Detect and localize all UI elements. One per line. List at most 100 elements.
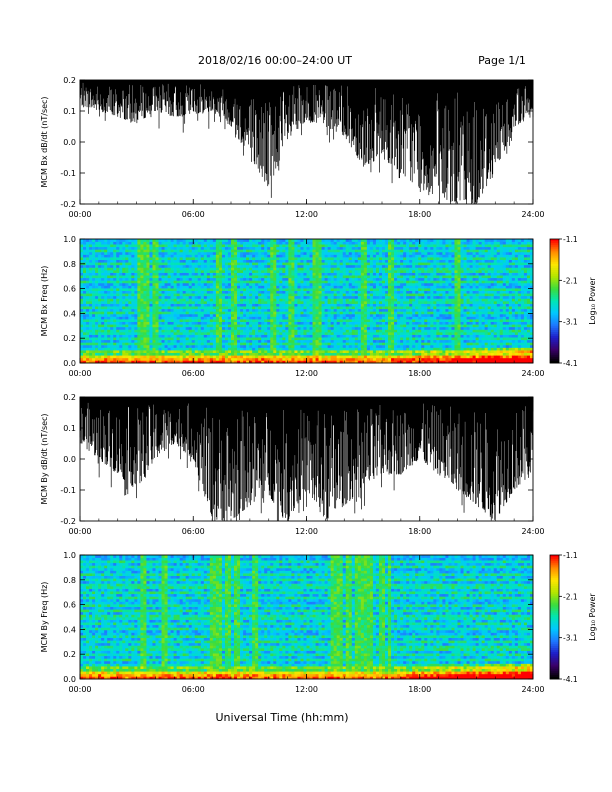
spectrogram-cell <box>186 252 189 255</box>
spectrogram-cell <box>385 301 388 304</box>
spectrogram-cell <box>382 247 385 250</box>
spectrogram-cell <box>146 267 149 270</box>
spectrogram-cell <box>249 293 252 296</box>
spectrogram-cell <box>125 335 128 338</box>
spectrogram-cell <box>334 247 337 250</box>
spectrogram-cell <box>367 273 370 276</box>
spectrogram-cell <box>216 314 219 317</box>
spectrogram-cell <box>89 262 92 265</box>
spectrogram-cell <box>159 350 162 353</box>
spectrogram-cell <box>219 348 222 351</box>
spectrogram-cell <box>137 270 140 273</box>
spectrogram-cell <box>313 244 316 247</box>
spectrogram-cell <box>107 314 110 317</box>
spectrogram-cell <box>316 296 319 299</box>
spectrogram-cell <box>379 309 382 312</box>
spectrogram-cell <box>276 335 279 338</box>
spectrogram-cell <box>382 260 385 263</box>
spectrogram-cell <box>228 314 231 317</box>
spectrogram-cell <box>340 301 343 304</box>
spectrogram-cell <box>213 255 216 258</box>
spectrogram-cell <box>165 340 168 343</box>
spectrogram-cell <box>370 286 373 289</box>
spectrogram-cell <box>210 278 213 281</box>
spectrogram-cell <box>207 311 210 314</box>
spectrogram-cell <box>228 298 231 301</box>
spectrogram-cell <box>204 265 207 268</box>
spectrogram-cell <box>86 324 89 327</box>
spectrogram-cell <box>149 286 152 289</box>
spectrogram-cell <box>331 345 334 348</box>
spectrogram-cell <box>137 288 140 291</box>
spectrogram-cell <box>137 329 140 332</box>
spectrogram-cell <box>180 247 183 250</box>
spectrogram-cell <box>291 257 294 260</box>
spectrogram-cell <box>137 296 140 299</box>
spectrogram-cell <box>119 291 122 294</box>
spectrogram-cell <box>168 324 171 327</box>
spectrogram-cell <box>137 358 140 361</box>
spectrogram-cell <box>234 332 237 335</box>
spectrogram-cell <box>207 332 210 335</box>
spectrogram-cell <box>279 252 282 255</box>
spectrogram-cell <box>171 249 174 252</box>
spectrogram-cell <box>313 249 316 252</box>
spectrogram-cell <box>152 283 155 286</box>
spectrogram-cell <box>201 304 204 307</box>
spectrogram-cell <box>222 249 225 252</box>
spectrogram-cell <box>249 355 252 358</box>
spectrogram-cell <box>228 319 231 322</box>
spectrogram-cell <box>180 353 183 356</box>
spectrogram-cell <box>300 288 303 291</box>
spectrogram-cell <box>300 304 303 307</box>
spectrogram-cell <box>225 332 228 335</box>
spectrogram-cell <box>261 262 264 265</box>
spectrogram-cell <box>246 353 249 356</box>
spectrogram-cell <box>192 306 195 309</box>
spectrogram-cell <box>288 322 291 325</box>
spectrogram-cell <box>216 329 219 332</box>
spectrogram-cell <box>270 314 273 317</box>
spectrogram-cell <box>140 252 143 255</box>
spectrogram-cell <box>246 311 249 314</box>
spectrogram-cell <box>303 280 306 283</box>
spectrogram-cell <box>243 301 246 304</box>
spectrogram-cell <box>128 322 131 325</box>
spectrogram-cell <box>279 283 282 286</box>
spectrogram-cell <box>234 291 237 294</box>
spectrogram-cell <box>258 242 261 245</box>
spectrogram-cell <box>174 273 177 276</box>
spectrogram-cell <box>122 242 125 245</box>
spectrogram-cell <box>210 291 213 294</box>
spectrogram-cell <box>213 355 216 358</box>
spectrogram-cell <box>234 350 237 353</box>
spectrogram-cell <box>168 249 171 252</box>
spectrogram-cell <box>346 296 349 299</box>
spectrogram-cell <box>140 247 143 250</box>
spectrogram-cell <box>228 337 231 340</box>
spectrogram-cell <box>310 249 313 252</box>
spectrogram-cell <box>331 270 334 273</box>
spectrogram-cell <box>364 257 367 260</box>
spectrogram-cell <box>131 329 134 332</box>
spectrogram-cell <box>225 280 228 283</box>
spectrogram-cell <box>222 304 225 307</box>
spectrogram-cell <box>258 337 261 340</box>
spectrogram-cell <box>192 309 195 312</box>
spectrogram-cell <box>171 296 174 299</box>
spectrogram-cell <box>231 247 234 250</box>
spectrogram-cell <box>264 340 267 343</box>
spectrogram-cell <box>131 306 134 309</box>
spectrogram-cell <box>195 304 198 307</box>
spectrogram-cell <box>297 353 300 356</box>
spectrogram-cell <box>373 345 376 348</box>
spectrogram-cell <box>201 317 204 320</box>
spectrogram-cell <box>98 322 101 325</box>
spectrogram-cell <box>258 309 261 312</box>
spectrogram-cell <box>328 252 331 255</box>
spectrogram-cell <box>143 286 146 289</box>
spectrogram-cell <box>319 280 322 283</box>
spectrogram-cell <box>379 306 382 309</box>
spectrogram-cell <box>361 298 364 301</box>
spectrogram-cell <box>201 314 204 317</box>
